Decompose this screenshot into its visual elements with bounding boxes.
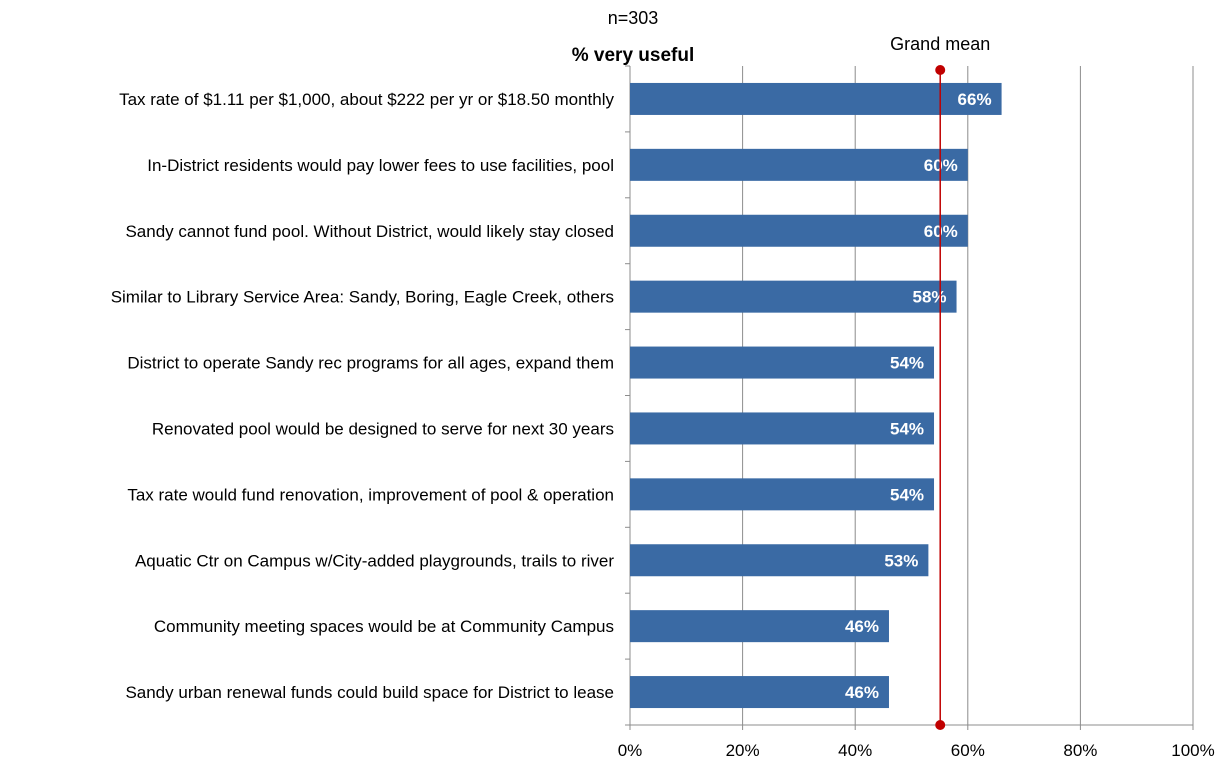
bar-value-label: 46% [845, 617, 879, 636]
bar [630, 412, 935, 445]
category-label: Sandy urban renewal funds could build sp… [125, 683, 614, 702]
bar-value-label: 58% [913, 288, 947, 307]
bars: 66%60%60%58%54%54%54%53%46%46% [630, 82, 1002, 709]
bar [630, 214, 968, 247]
category-labels: Tax rate of $1.11 per $1,000, about $222… [111, 90, 615, 702]
x-tick-label: 80% [1063, 741, 1097, 760]
bar-value-label: 66% [958, 90, 992, 109]
bar-value-label: 46% [845, 683, 879, 702]
x-tick-label: 0% [618, 741, 643, 760]
bar [630, 544, 929, 577]
category-label: Community meeting spaces would be at Com… [154, 617, 614, 636]
category-label: Tax rate of $1.11 per $1,000, about $222… [119, 90, 614, 109]
reference-line-bottom-dot [935, 720, 946, 730]
category-label: District to operate Sandy rec programs f… [127, 354, 614, 373]
x-axis-tick-labels: 0% 20% 40% 60% 80% 100% [618, 741, 1215, 760]
x-tick-label: 100% [1171, 741, 1214, 760]
category-label: Renovated pool would be designed to serv… [152, 419, 614, 438]
bar-value-label: 54% [890, 419, 924, 438]
x-tick-label: 40% [838, 741, 872, 760]
category-label: Tax rate would fund renovation, improvem… [127, 485, 614, 504]
chart-subtitle: n=303 [608, 8, 659, 28]
bar [630, 148, 968, 181]
chart-title: % very useful [572, 45, 695, 66]
category-label: Similar to Library Service Area: Sandy, … [111, 288, 614, 307]
reference-line-label: Grand mean [890, 34, 990, 54]
x-tick-label: 20% [726, 741, 760, 760]
bar-value-label: 53% [884, 551, 918, 570]
bar [630, 280, 957, 313]
bar [630, 346, 935, 379]
grand-mean-marker: Grand mean [890, 34, 990, 730]
reference-line-top-dot [935, 65, 946, 75]
bar-value-label: 54% [890, 485, 924, 504]
bar [630, 676, 889, 709]
bar [630, 478, 935, 511]
bar-value-label: 54% [890, 354, 924, 373]
category-label: In-District residents would pay lower fe… [147, 156, 614, 175]
bar [630, 82, 1002, 115]
x-tick-label: 60% [951, 741, 985, 760]
category-label: Aquatic Ctr on Campus w/City-added playg… [135, 551, 614, 570]
category-label: Sandy cannot fund pool. Without District… [125, 222, 614, 241]
bar [630, 610, 889, 643]
